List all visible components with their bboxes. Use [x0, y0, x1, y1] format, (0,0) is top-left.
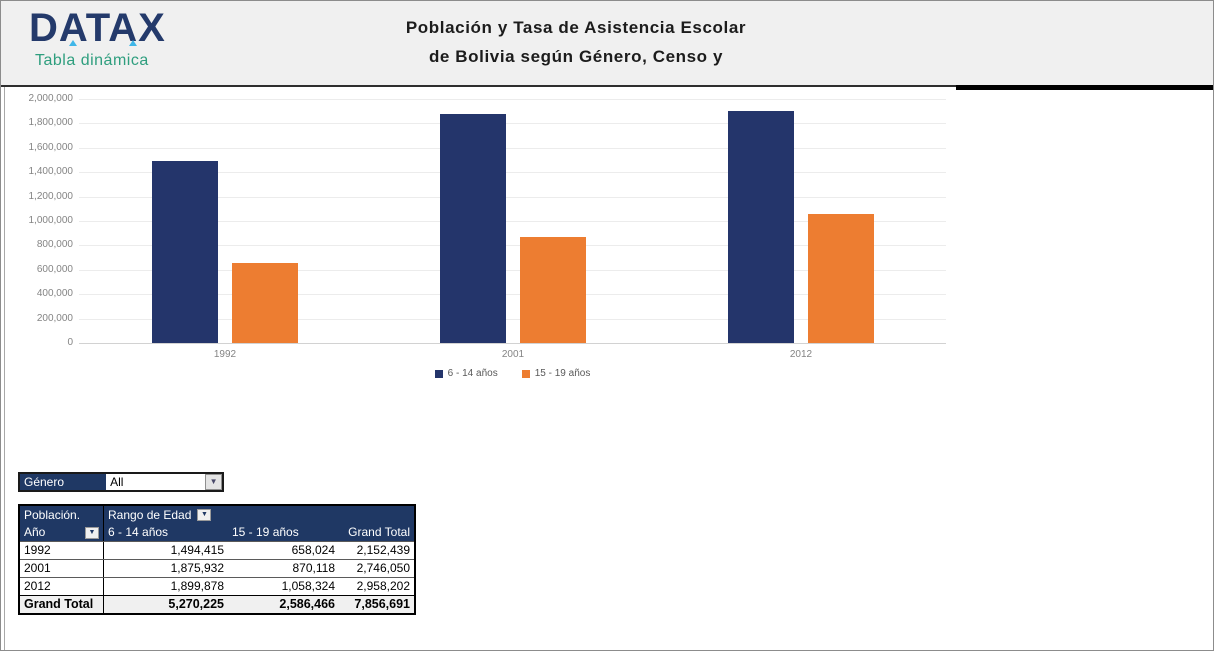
row-year-label: 2001: [20, 560, 104, 577]
gridline: [79, 269, 946, 271]
row-year-label: 2012: [20, 578, 104, 595]
logo-accent-icon: [69, 40, 77, 46]
logo-subtitle: Tabla dinámica: [35, 52, 149, 69]
logo-text: DATAX: [29, 6, 166, 50]
gridline: [79, 318, 946, 320]
genero-filter: Género All ▼: [18, 472, 224, 492]
population-bar-chart: 0 200,000 400,000 600,000 800,000 1,000,000 1,…: [1, 87, 959, 397]
pivot-header-row-2: Año ▼ 6 - 14 años 15 - 19 años Grand Tot…: [20, 524, 414, 541]
gridline: [79, 343, 946, 344]
pivot-value-cell: 1,494,415: [170, 543, 224, 557]
gridline: [79, 196, 946, 198]
y-axis-tick-label: 2,000,000: [28, 93, 74, 104]
title-line-2: de Bolivia según Género, Censo y: [428, 47, 724, 66]
gridline: [79, 221, 946, 222]
bar-15 - 19 años-2012: [808, 214, 874, 343]
pivot-header-row-1: Población. Rango de Edad ▼: [20, 506, 414, 524]
sheet-left-edge: [4, 87, 5, 650]
y-axis-tick-label: 1,000,000: [28, 215, 74, 226]
header-band: DATAX Tabla dinámica Población y Tasa de…: [1, 1, 1213, 87]
x-axis-category-label: 2001: [501, 349, 525, 360]
gridline: [79, 245, 946, 247]
column-field-dropdown-icon[interactable]: ▼: [197, 509, 212, 521]
pivot-row-field: Año ▼: [20, 524, 104, 541]
y-axis-tick-label: 1,600,000: [28, 141, 74, 153]
x-axis-category-label: 1992: [213, 349, 237, 360]
pivot-value-cell: 658,024: [291, 543, 335, 557]
pivot-value-cell: 2,152,439: [356, 543, 410, 557]
grand-total-label: Grand Total: [20, 596, 104, 613]
legend-label: 6 - 14 años: [447, 368, 498, 379]
bar-6 - 14 años-2012: [728, 111, 794, 343]
bar-15 - 19 años-1992: [232, 263, 298, 343]
pivot-value-cell: 1,875,932: [170, 561, 224, 575]
y-axis-tick-label: 0: [67, 337, 73, 348]
title-line-1: Población y Tasa de Asistencia Escolar: [405, 18, 747, 37]
pivot-value-cell: 2,958,202: [356, 579, 410, 593]
chart-legend: 6 - 14 años 15 - 19 años: [79, 368, 946, 379]
filter-dropdown-icon[interactable]: ▼: [205, 474, 222, 490]
logo: DATAX Tabla dinámica: [29, 7, 166, 70]
pivot-data-row: 2012 1,899,878 1,058,324 2,958,202: [20, 577, 414, 595]
pivot-table: Población. Rango de Edad ▼ Año ▼ 6 - 14 …: [18, 504, 416, 615]
column-header: Grand Total: [348, 525, 410, 539]
grand-total-cell: 5,270,225: [168, 597, 224, 611]
pivot-value-cell: 1,058,324: [281, 579, 335, 593]
gridline: [79, 99, 946, 100]
legend-swatch-icon: [434, 369, 443, 378]
bar-15 - 19 años-2001: [520, 237, 586, 343]
bar-6 - 14 años-2001: [440, 114, 506, 343]
row-field-label: Año: [24, 525, 46, 539]
grand-total-cell: 7,856,691: [354, 597, 410, 611]
page-break-rule: [956, 85, 1213, 90]
y-axis-tick-label: 1,800,000: [28, 117, 74, 129]
y-axis-tick-label: 1,200,000: [28, 190, 74, 202]
y-axis-tick-label: 600,000: [36, 263, 73, 275]
row-field-dropdown-icon[interactable]: ▼: [85, 526, 99, 539]
column-field-label: Rango de Edad: [108, 508, 192, 522]
y-axis-tick-label: 400,000: [36, 288, 73, 300]
pivot-value-cell: 2,746,050: [356, 561, 410, 575]
y-axis-tick-label: 1,400,000: [28, 166, 74, 178]
bar-6 - 14 años-1992: [152, 161, 218, 343]
y-axis-tick-label: 800,000: [36, 239, 73, 251]
legend-label: 15 - 19 años: [534, 368, 591, 379]
gridline: [79, 147, 946, 149]
column-header: 15 - 19 años: [232, 525, 299, 539]
grand-total-row: Grand Total 5,270,225 2,586,466 7,856,69…: [20, 595, 414, 613]
legend-item: 15 - 19 años: [521, 368, 591, 379]
filter-selected-value[interactable]: All: [106, 474, 206, 490]
pivot-body: 1992 1,494,415 658,024 2,152,439 2001 1,875,9…: [20, 541, 414, 595]
row-year-label: 1992: [20, 542, 104, 559]
x-axis-category-label: 2012: [789, 349, 813, 360]
logo-accent-icon: [129, 40, 137, 46]
pivot-value-cell: 1,899,878: [170, 579, 224, 593]
gridline: [79, 172, 946, 174]
y-axis-tick-label: 200,000: [36, 312, 73, 324]
filter-field-label: Género: [20, 474, 107, 490]
legend-swatch-icon: [521, 369, 530, 378]
column-header: 6 - 14 años: [108, 525, 169, 539]
legend-item: 6 - 14 años: [434, 368, 498, 379]
pivot-value-cell: 870,118: [292, 561, 336, 575]
pivot-data-row: 2001 1,875,932 870,118 2,746,050: [20, 559, 414, 577]
pivot-data-row: 1992 1,494,415 658,024 2,152,439: [20, 541, 414, 559]
grand-total-cell: 2,586,466: [279, 597, 335, 611]
page-title: Población y Tasa de Asistencia Escolar d…: [251, 13, 901, 71]
pivot-column-field: Rango de Edad ▼: [104, 506, 414, 524]
gridline: [79, 294, 946, 296]
gridline: [79, 123, 946, 125]
pivot-corner-label: Población.: [20, 506, 104, 524]
